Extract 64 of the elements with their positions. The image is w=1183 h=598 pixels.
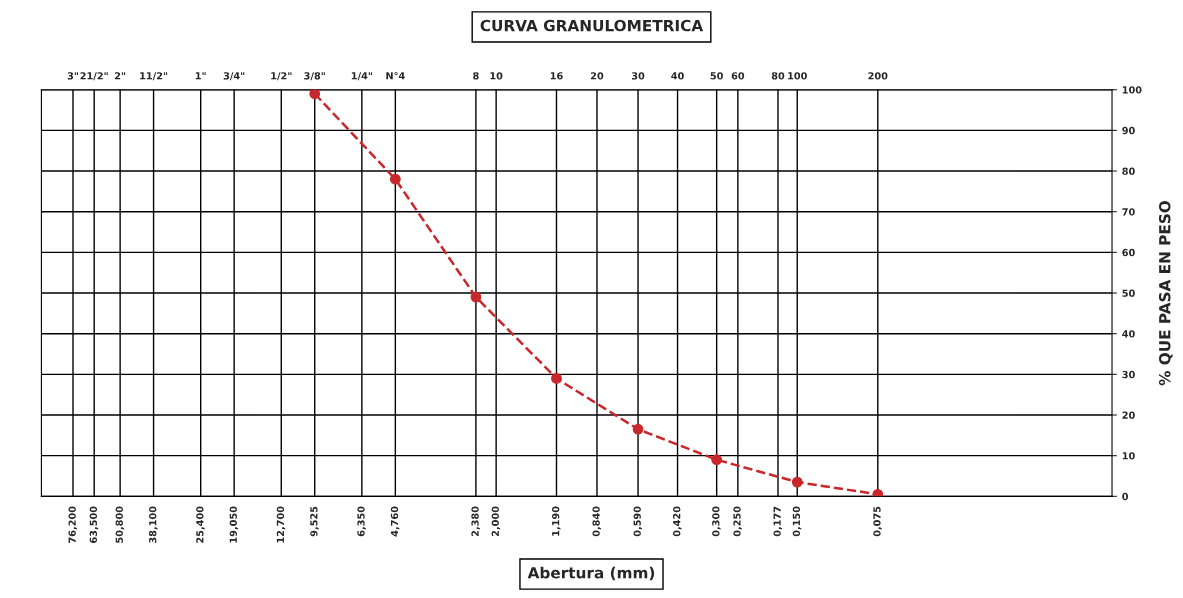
- y-tick-label: 70: [1122, 208, 1135, 216]
- point: [791, 476, 803, 488]
- y-tick-label: 50: [1122, 289, 1135, 297]
- x-tick-label: 0,177: [773, 506, 783, 537]
- x-tick-label: 1,190: [551, 506, 561, 536]
- text: 60: [731, 72, 745, 80]
- y-tick-label: 90: [1122, 126, 1135, 135]
- y-tick-label: 100: [1122, 86, 1142, 94]
- x-tick-label: 12,700: [276, 506, 286, 543]
- text: 1/2": [271, 72, 292, 81]
- y-tick-label: 40: [1122, 330, 1135, 338]
- y-tick-label: 10: [1122, 452, 1135, 460]
- x-tick-label: 0,075: [873, 506, 882, 537]
- text: 11/2": [140, 72, 168, 81]
- text: 3": [67, 72, 78, 80]
- x-tick-label: 0,150: [792, 506, 802, 537]
- text: 200: [868, 72, 888, 80]
- text: 40: [671, 72, 684, 80]
- x-tick-label: 76,200: [68, 506, 78, 543]
- x-tick-label: 38,100: [149, 506, 158, 543]
- point: [551, 373, 562, 384]
- point: [470, 291, 482, 303]
- x-tick-label: 2,000: [491, 506, 501, 537]
- text: 3/4": [223, 72, 245, 81]
- x-tick-label: 63,500: [89, 506, 99, 543]
- text: 1/4": [351, 72, 372, 81]
- text: 1": [195, 72, 206, 80]
- y-tick-label: 60: [1122, 248, 1135, 257]
- text: 3/8": [304, 72, 325, 81]
- point: [632, 423, 644, 435]
- y-tick-label: 80: [1122, 167, 1135, 175]
- point: [389, 173, 401, 185]
- x-tick-label: 4,760: [390, 506, 400, 537]
- text: N°4: [386, 72, 405, 80]
- text: 16: [550, 72, 563, 80]
- text: 100: [788, 72, 807, 80]
- point: [872, 488, 884, 497]
- text: 20: [590, 72, 604, 80]
- x-tick-label: 0,840: [592, 506, 602, 537]
- x-tick-label: 50,800: [115, 506, 125, 543]
- text: 10: [490, 72, 503, 80]
- point: [309, 89, 321, 100]
- y-tick-label: 20: [1122, 411, 1135, 419]
- x-tick-label: 0,250: [733, 506, 742, 537]
- x-axis-title: Abertura (mm): [527, 566, 655, 581]
- text: 30: [631, 72, 645, 80]
- x-tick-label: 2,380: [471, 506, 480, 537]
- x-tick-label: 0,590: [633, 506, 643, 537]
- y-tick-label: 0: [1122, 492, 1129, 501]
- text: 50: [710, 72, 723, 80]
- y-axis-title: % QUE PASA EN PESO: [1158, 200, 1173, 386]
- chart-title: CURVA GRANULOMETRICA: [480, 19, 704, 32]
- x-tick-label: 6,350: [357, 506, 366, 537]
- x-tick-label: 0,420: [673, 506, 682, 537]
- x-tick-label: 19,050: [229, 506, 239, 543]
- x-tick-label: 9,525: [310, 506, 319, 537]
- x-tick-label: 25,400: [196, 506, 205, 543]
- y-tick-label: 30: [1122, 370, 1135, 379]
- x-tick-label: 0,300: [712, 506, 721, 537]
- text: 21/2": [80, 72, 108, 81]
- text: 8: [473, 72, 479, 80]
- text: 2": [114, 72, 126, 80]
- text: 80: [771, 72, 785, 80]
- point: [711, 454, 723, 466]
